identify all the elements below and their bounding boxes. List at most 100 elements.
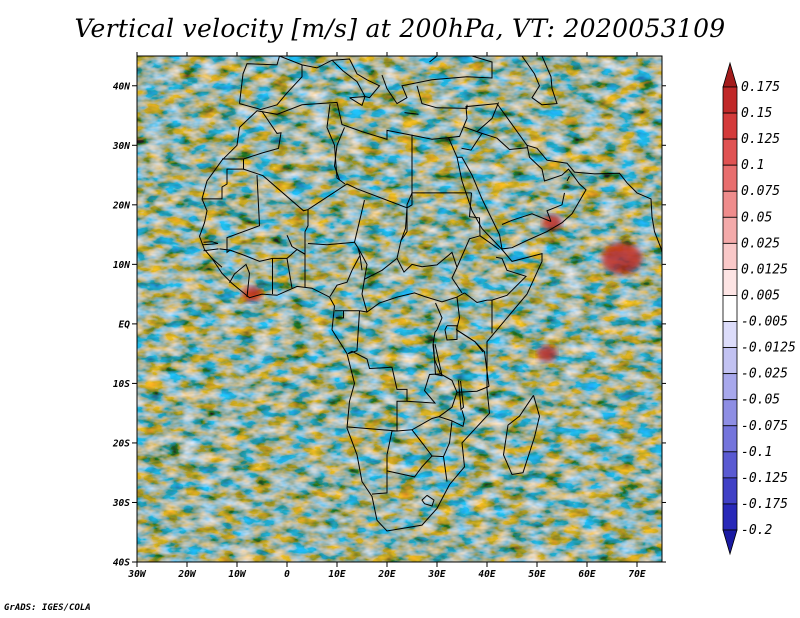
country-border	[386, 455, 444, 478]
longitude-axis: 30W 20W 10W 0 10E 20E 30E 40E 50E 60E 70E	[127, 52, 646, 580]
lat-tick-label: 40N	[113, 81, 130, 92]
colorbar-label: -0.025	[741, 367, 788, 382]
country-border	[219, 248, 231, 251]
coastline-madagascar	[502, 395, 541, 476]
lon-tick-label: 0	[284, 569, 290, 580]
colorbar-label: 0.025	[741, 236, 780, 251]
field-feature	[602, 242, 642, 275]
colorbar-box	[722, 425, 738, 453]
country-border	[411, 416, 453, 431]
country-border	[546, 192, 565, 222]
country-border	[435, 302, 443, 330]
colorbar-label: 0.1	[741, 158, 764, 173]
colorbar-box	[722, 451, 738, 479]
colorbar-label: 0.15	[741, 106, 772, 121]
country-border	[456, 192, 481, 268]
country-border	[354, 199, 365, 243]
lat-tick-label: 10N	[113, 260, 130, 271]
field-feature	[542, 214, 562, 231]
lat-tick-label: 20N	[112, 200, 130, 211]
colorbar-label: -0.075	[741, 419, 788, 434]
country-border	[202, 159, 244, 200]
country-border	[335, 310, 368, 313]
country-border	[400, 204, 408, 241]
lon-tick-label: 10W	[228, 569, 246, 580]
coastline-europe	[239, 56, 381, 104]
colorbar-box	[722, 399, 738, 427]
country-border	[286, 234, 306, 255]
colorbar-label: -0.1	[741, 445, 772, 460]
lon-tick-label: 60E	[578, 569, 595, 580]
country-border	[203, 248, 219, 252]
country-border	[432, 329, 441, 375]
country-border	[456, 385, 490, 393]
country-border	[464, 256, 527, 304]
field-texture	[137, 56, 662, 562]
country-border	[326, 104, 346, 185]
lon-tick-label: 70E	[628, 569, 645, 580]
country-border	[333, 127, 345, 180]
colorbar-box	[722, 373, 738, 401]
country-border	[476, 102, 499, 132]
lat-tick-label: 10S	[113, 379, 130, 390]
colorbar-label: 0.175	[741, 80, 780, 95]
colorbar-box	[722, 242, 738, 270]
colorbar-label: -0.05	[741, 393, 780, 408]
colorbar-box	[722, 112, 738, 140]
colorbar-box	[722, 164, 738, 192]
country-border	[357, 207, 408, 281]
coastline-turkey	[416, 85, 468, 109]
colorbar-label: 0.125	[741, 132, 780, 147]
latitude-axis: 40N 30N 20N 10N EQ 10S 20S 30S 40S	[112, 81, 666, 569]
colorbar-box	[722, 269, 738, 296]
colorbar-label: 0.0125	[741, 262, 788, 277]
colorbar-box	[722, 347, 738, 375]
coastlines	[198, 56, 662, 532]
colorbar-box	[722, 321, 738, 348]
colorbar-box	[722, 138, 738, 166]
colorbar-bottom-arrow	[722, 529, 738, 556]
lon-tick-label: 30E	[427, 569, 445, 580]
country-border	[226, 175, 309, 262]
country-border	[361, 279, 465, 313]
coastline-crete	[404, 112, 419, 115]
field-feature	[537, 345, 557, 362]
colorbar-label: -0.175	[741, 497, 788, 512]
coastline-iberia	[239, 64, 303, 111]
colorbar-label: 0.05	[741, 210, 772, 225]
field-feature	[242, 286, 262, 303]
footer-credit: GrADS: IGES/COLA	[4, 603, 91, 613]
country-border	[442, 420, 453, 482]
country-border	[359, 255, 363, 271]
map-frame	[136, 55, 663, 563]
chart-title: Vertical velocity [m/s] at 200hPa, VT: 2…	[74, 14, 726, 43]
coastline-balkans	[381, 56, 493, 105]
field-features	[242, 214, 642, 362]
country-border	[346, 426, 413, 432]
lat-tick-label: 30N	[112, 141, 130, 152]
lat-tick-label: 40S	[113, 558, 130, 569]
country-border	[396, 251, 463, 294]
country-border	[211, 258, 223, 268]
country-border	[406, 134, 413, 209]
coastline-sicily	[349, 95, 366, 107]
colorbar-label: -0.0125	[741, 341, 796, 356]
country-border	[451, 410, 466, 428]
colorbar-label: 0.075	[741, 184, 780, 199]
lat-tick-label: 20S	[112, 438, 130, 449]
lon-tick-label: 10E	[328, 569, 345, 580]
lon-tick-label: 30W	[127, 569, 146, 580]
country-border	[243, 111, 282, 160]
country-border	[481, 132, 528, 151]
lon-tick-label: 50E	[528, 569, 545, 580]
country-border	[456, 329, 490, 387]
colorbar-label: -0.005	[741, 315, 788, 330]
country-border	[479, 235, 500, 250]
country-border	[347, 310, 360, 355]
country-border	[411, 429, 433, 457]
country-border	[501, 213, 552, 225]
country-border	[286, 258, 293, 289]
colorbar-box	[722, 295, 738, 322]
colorbar-box	[722, 190, 738, 218]
